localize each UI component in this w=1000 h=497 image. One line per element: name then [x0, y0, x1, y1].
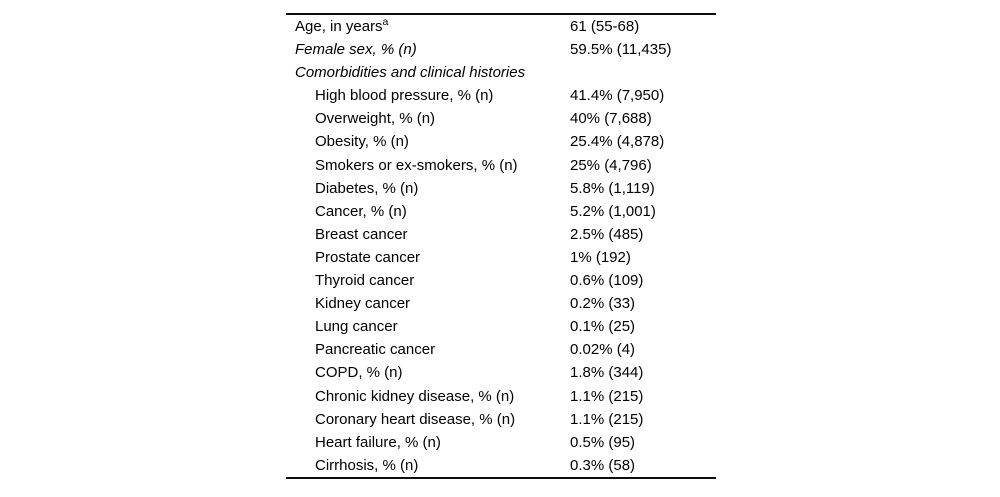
- table-row: Lung cancer 0.1% (25): [286, 315, 716, 338]
- row-label: Pancreatic cancer: [315, 341, 436, 359]
- table-row: Pancreatic cancer 0.02% (4): [286, 338, 716, 361]
- row-value: 1.8% (344): [570, 364, 644, 382]
- row-label: COPD, % (n): [315, 364, 403, 382]
- table-row: Heart failure, % (n) 0.5% (95): [286, 431, 716, 454]
- table-row: Diabetes, % (n) 5.8% (1,119): [286, 177, 716, 200]
- row-label: High blood pressure, % (n): [315, 87, 494, 105]
- table-row: Breast cancer 2.5% (485): [286, 223, 716, 246]
- row-label: Cancer, % (n): [315, 202, 407, 220]
- table-row: Female sex, % (n) 59.5% (11,435): [286, 38, 716, 61]
- row-label: Breast cancer: [315, 225, 408, 243]
- row-label-cell: COPD, % (n): [286, 361, 570, 384]
- row-label-cell: Cirrhosis, % (n): [286, 454, 570, 477]
- row-label: Overweight, % (n): [315, 110, 436, 128]
- row-label-cell: Coronary heart disease, % (n): [286, 408, 570, 431]
- row-label-cell: Female sex, % (n): [286, 38, 570, 61]
- row-label: Diabetes, % (n): [315, 179, 419, 197]
- row-label: Chronic kidney disease, % (n): [315, 387, 515, 405]
- table-row: Prostate cancer 1% (192): [286, 246, 716, 269]
- patient-characteristics-table: Age, in yearsa 61 (55-68) Female sex, % …: [286, 13, 716, 479]
- table-row: Coronary heart disease, % (n) 1.1% (215): [286, 408, 716, 431]
- row-value: 0.5% (95): [570, 433, 636, 451]
- table-row: High blood pressure, % (n) 41.4% (7,950): [286, 84, 716, 107]
- table-row: COPD, % (n) 1.8% (344): [286, 361, 716, 384]
- table-row: Cirrhosis, % (n) 0.3% (58): [286, 454, 716, 477]
- row-value: 40% (7,688): [570, 110, 652, 128]
- row-label: Lung cancer: [315, 318, 398, 336]
- row-value: [570, 61, 716, 84]
- row-value: 61 (55-68): [570, 18, 640, 35]
- table-row: Thyroid cancer 0.6% (109): [286, 269, 716, 292]
- row-label-cell: Kidney cancer: [286, 292, 570, 315]
- row-label: Obesity, % (n): [315, 133, 409, 151]
- table-row: Smokers or ex-smokers, % (n) 25% (4,796): [286, 154, 716, 177]
- table-row: Kidney cancer 0.2% (33): [286, 292, 716, 315]
- row-value: 0.1% (25): [570, 318, 636, 336]
- row-value: 2.5% (485): [570, 225, 644, 243]
- row-value: 0.02% (4): [570, 341, 636, 359]
- row-label: Prostate cancer: [315, 248, 421, 266]
- row-value: 1% (192): [570, 248, 631, 266]
- row-label: Cirrhosis, % (n): [315, 456, 419, 474]
- row-label: Coronary heart disease, % (n): [315, 410, 516, 428]
- row-label-cell: Smokers or ex-smokers, % (n): [286, 154, 570, 177]
- row-label-cell: Comorbidities and clinical histories: [286, 61, 570, 84]
- table-row: Overweight, % (n) 40% (7,688): [286, 107, 716, 130]
- footnote-marker-icon: a: [382, 16, 389, 28]
- row-value: 1.1% (215): [570, 387, 644, 405]
- row-label-cell: Cancer, % (n): [286, 200, 570, 223]
- row-value: 0.3% (58): [570, 456, 636, 474]
- table-row: Chronic kidney disease, % (n) 1.1% (215): [286, 385, 716, 408]
- row-label-cell: Overweight, % (n): [286, 107, 570, 130]
- row-label-cell: Lung cancer: [286, 315, 570, 338]
- table-row: Age, in yearsa 61 (55-68): [286, 15, 716, 38]
- row-label-cell: Chronic kidney disease, % (n): [286, 385, 570, 408]
- row-label: Comorbidities and clinical histories: [295, 64, 526, 82]
- row-value: 25.4% (4,878): [570, 133, 665, 151]
- row-label: Smokers or ex-smokers, % (n): [315, 156, 518, 174]
- row-value: 25% (4,796): [570, 156, 652, 174]
- row-value: 0.6% (109): [570, 272, 644, 290]
- row-label: Female sex, % (n): [295, 41, 417, 59]
- row-label: Kidney cancer: [315, 295, 411, 313]
- row-value: 1.1% (215): [570, 410, 644, 428]
- row-label-cell: Prostate cancer: [286, 246, 570, 269]
- row-label-cell: Breast cancer: [286, 223, 570, 246]
- row-value: 41.4% (7,950): [570, 87, 665, 105]
- table-row: Comorbidities and clinical histories: [286, 61, 716, 84]
- row-label-cell: Age, in yearsa: [286, 15, 570, 38]
- row-value: 59.5% (11,435): [570, 41, 672, 59]
- row-value: 5.8% (1,119): [570, 179, 655, 197]
- table-row: Obesity, % (n) 25.4% (4,878): [286, 130, 716, 153]
- row-label: Heart failure, % (n): [315, 433, 441, 451]
- row-value: 5.2% (1,001): [570, 202, 656, 220]
- row-value: 0.2% (33): [570, 295, 636, 313]
- row-label-cell: High blood pressure, % (n): [286, 84, 570, 107]
- row-label: Thyroid cancer: [315, 272, 415, 290]
- row-label-cell: Pancreatic cancer: [286, 338, 570, 361]
- row-label: Age, in years: [295, 18, 383, 35]
- row-label-cell: Obesity, % (n): [286, 130, 570, 153]
- row-label-cell: Heart failure, % (n): [286, 431, 570, 454]
- table-row: Cancer, % (n) 5.2% (1,001): [286, 200, 716, 223]
- row-label-cell: Diabetes, % (n): [286, 177, 570, 200]
- row-label-cell: Thyroid cancer: [286, 269, 570, 292]
